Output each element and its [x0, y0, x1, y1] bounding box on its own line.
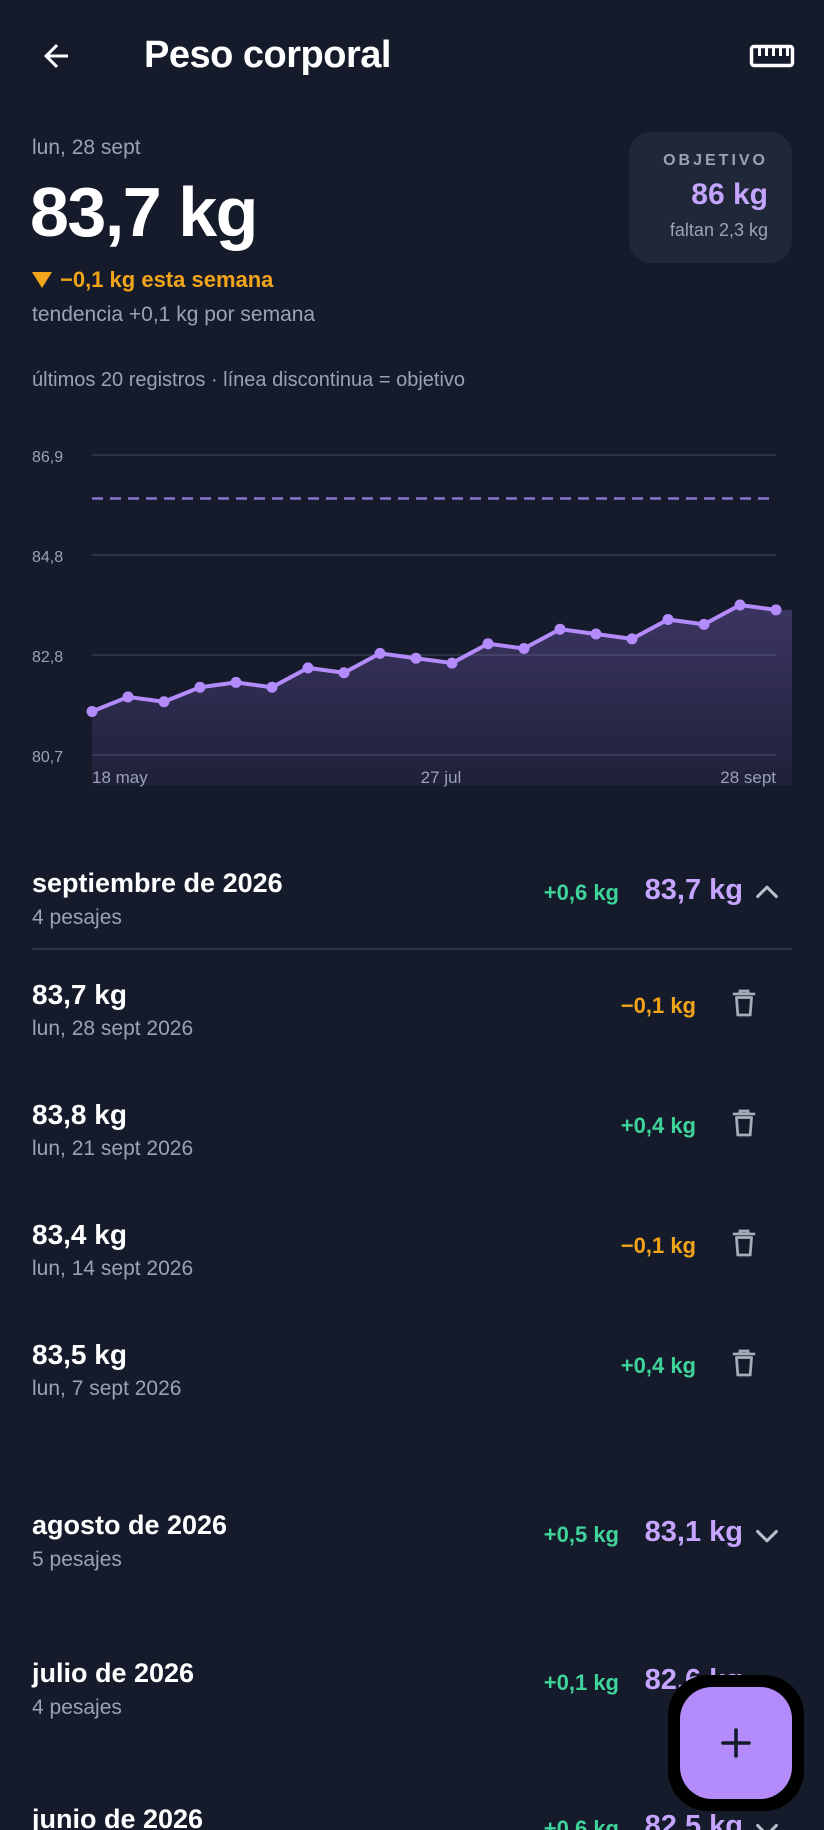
month-delta: +0,6 kg [543, 1816, 619, 1830]
chevron-down-icon[interactable] [752, 1520, 782, 1550]
data-point [518, 643, 530, 655]
arrow-left-icon [44, 44, 68, 68]
month-delta: +0,6 kg [543, 880, 619, 905]
y-tick-label: 82,8 [32, 649, 63, 666]
x-tick-label: 28 sept [720, 768, 776, 787]
goal-value: 86 kg [691, 178, 768, 211]
data-point [374, 647, 386, 659]
data-point [122, 691, 134, 703]
month-name: julio de 2026 [32, 1658, 195, 1688]
data-point [698, 618, 710, 630]
x-tick-label: 27 jul [421, 768, 462, 787]
current-weight: 83,7 kg [30, 173, 258, 251]
series-line [90, 603, 778, 714]
month-average: 83,7 kg [644, 874, 743, 906]
ruler-icon [749, 44, 795, 68]
chevron-up-icon[interactable] [752, 878, 782, 908]
entry-delta: −0,1 kg [620, 993, 696, 1018]
data-point [626, 633, 638, 645]
entry-date: lun, 28 sept 2026 [32, 1017, 194, 1040]
list-item[interactable]: 83,5 kg lun, 7 sept 2026 +0,4 kg [0, 1339, 824, 1439]
entry-date: lun, 14 sept 2026 [32, 1257, 194, 1280]
data-point [410, 652, 422, 664]
month-count: 5 pesajes [32, 1548, 122, 1571]
page-title: Peso corporal [144, 34, 391, 76]
month-delta: +0,1 kg [543, 1670, 619, 1695]
chart-caption: últimos 20 registros · línea discontinua… [32, 369, 466, 391]
delete-entry-button[interactable] [726, 983, 762, 1023]
delete-entry-button[interactable] [726, 1223, 762, 1263]
y-tick-label: 84,8 [32, 549, 63, 566]
entry-delta: −0,1 kg [620, 1233, 696, 1258]
units-button[interactable] [744, 30, 800, 82]
entry-weight: 83,8 kg [32, 1099, 127, 1130]
data-point [86, 705, 98, 717]
data-point [302, 662, 314, 674]
y-tick-label: 86,9 [32, 449, 63, 466]
data-point [158, 696, 170, 708]
entry-date: lun, 21 sept 2026 [32, 1137, 194, 1160]
last-entry-date: lun, 28 sept [32, 136, 141, 159]
data-point [194, 681, 206, 693]
weight-chart: 86,9 84,8 82,8 80,7 18 may 27 jul 28 sept [0, 430, 824, 790]
add-weight-button[interactable] [680, 1687, 792, 1799]
trash-icon [732, 989, 756, 1017]
week-change: −0,1 kg esta semana [32, 267, 273, 293]
data-point [446, 657, 458, 669]
app-bar: Peso corporal [0, 0, 824, 112]
data-point [734, 599, 746, 611]
week-change-label: −0,1 kg esta semana [60, 267, 274, 292]
trash-icon [732, 1229, 756, 1257]
data-point [662, 614, 674, 626]
fab-outline [668, 1675, 804, 1811]
goal-label: OBJETIVO [663, 152, 768, 169]
month-count: 4 pesajes [32, 1696, 122, 1719]
entry-delta: +0,4 kg [620, 1113, 696, 1138]
entry-weight: 83,7 kg [32, 979, 127, 1010]
entry-weight: 83,5 kg [32, 1339, 127, 1370]
month-name: septiembre de 2026 [32, 868, 283, 898]
data-point [230, 676, 242, 688]
plus-icon [721, 1728, 751, 1758]
data-point [554, 623, 566, 635]
entry-weight: 83,4 kg [32, 1219, 127, 1250]
chevron-down-icon[interactable] [752, 1814, 782, 1830]
trend-text: tendencia +0,1 kg por semana [32, 303, 316, 326]
month-header-august[interactable]: agosto de 2026 5 pesajes +0,5 kg 83,1 kg [0, 1502, 824, 1592]
data-point [770, 604, 782, 616]
trash-icon [732, 1349, 756, 1377]
month-delta: +0,5 kg [543, 1522, 619, 1547]
data-point [266, 681, 278, 693]
month-average: 82,5 kg [644, 1810, 743, 1830]
trash-icon [732, 1109, 756, 1137]
delete-entry-button[interactable] [726, 1103, 762, 1143]
month-name: agosto de 2026 [32, 1510, 228, 1540]
data-point [482, 638, 494, 650]
list-item[interactable]: 83,7 kg lun, 28 sept 2026 −0,1 kg [0, 979, 824, 1079]
entry-delta: +0,4 kg [620, 1353, 696, 1378]
month-header-june[interactable]: junio de 2026 +0,6 kg 82,5 kg [0, 1796, 824, 1830]
list-item[interactable]: 83,8 kg lun, 21 sept 2026 +0,4 kg [0, 1099, 824, 1199]
month-count: 4 pesajes [32, 906, 122, 929]
x-tick-label: 18 may [92, 768, 148, 787]
entry-date: lun, 7 sept 2026 [32, 1377, 182, 1400]
month-name: junio de 2026 [32, 1804, 204, 1830]
back-button[interactable] [28, 28, 84, 84]
goal-remaining: faltan 2,3 kg [669, 220, 768, 240]
series-area [92, 605, 792, 785]
section-divider [32, 948, 792, 950]
list-item[interactable]: 83,4 kg lun, 14 sept 2026 −0,1 kg [0, 1219, 824, 1319]
weight-chart-svg: 86,9 84,8 82,8 80,7 18 may 27 jul 28 sept [32, 449, 792, 787]
goal-card[interactable]: OBJETIVO 86 kg faltan 2,3 kg [629, 132, 792, 263]
month-average: 83,1 kg [644, 1516, 743, 1548]
triangle-down-icon [32, 272, 52, 288]
data-point [338, 667, 350, 679]
data-point [590, 628, 602, 640]
y-tick-label: 80,7 [32, 749, 63, 766]
delete-entry-button[interactable] [726, 1343, 762, 1383]
month-header-september[interactable]: septiembre de 2026 4 pesajes +0,6 kg 83,… [0, 860, 824, 950]
